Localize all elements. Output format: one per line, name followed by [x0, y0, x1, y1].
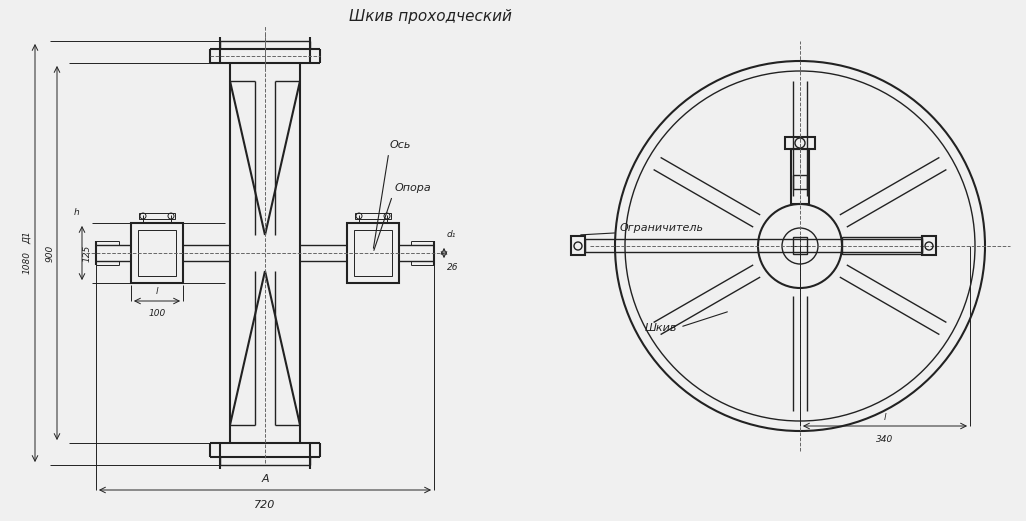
- Bar: [131, 223, 183, 283]
- Bar: [585, 239, 922, 252]
- Bar: [793, 237, 807, 254]
- Text: Шкив проходческий: Шкив проходческий: [349, 8, 511, 23]
- Bar: [355, 213, 391, 219]
- Text: 720: 720: [254, 500, 276, 510]
- Bar: [571, 236, 585, 255]
- Text: h: h: [74, 208, 80, 217]
- Text: Д1: Д1: [23, 232, 32, 244]
- Bar: [347, 223, 399, 283]
- Bar: [139, 230, 176, 276]
- Text: Опора: Опора: [373, 183, 432, 251]
- Bar: [793, 175, 807, 189]
- Text: d₁: d₁: [447, 230, 457, 239]
- Text: 26: 26: [447, 263, 459, 272]
- Bar: [791, 149, 808, 204]
- Text: 340: 340: [876, 435, 894, 444]
- Text: 125: 125: [82, 244, 91, 262]
- Text: l: l: [883, 413, 886, 422]
- Text: l: l: [156, 287, 158, 296]
- Text: Ось: Ось: [373, 140, 411, 249]
- Text: Шкив: Шкив: [645, 312, 727, 333]
- Text: 900: 900: [45, 244, 54, 262]
- Bar: [842, 237, 922, 254]
- Text: 100: 100: [149, 309, 165, 318]
- Bar: [922, 236, 936, 255]
- Text: 1080: 1080: [23, 252, 32, 275]
- Text: A: A: [262, 474, 269, 484]
- Text: Ограничитель: Ограничитель: [581, 223, 704, 235]
- Bar: [139, 213, 175, 219]
- Bar: [785, 137, 815, 149]
- Bar: [354, 230, 392, 276]
